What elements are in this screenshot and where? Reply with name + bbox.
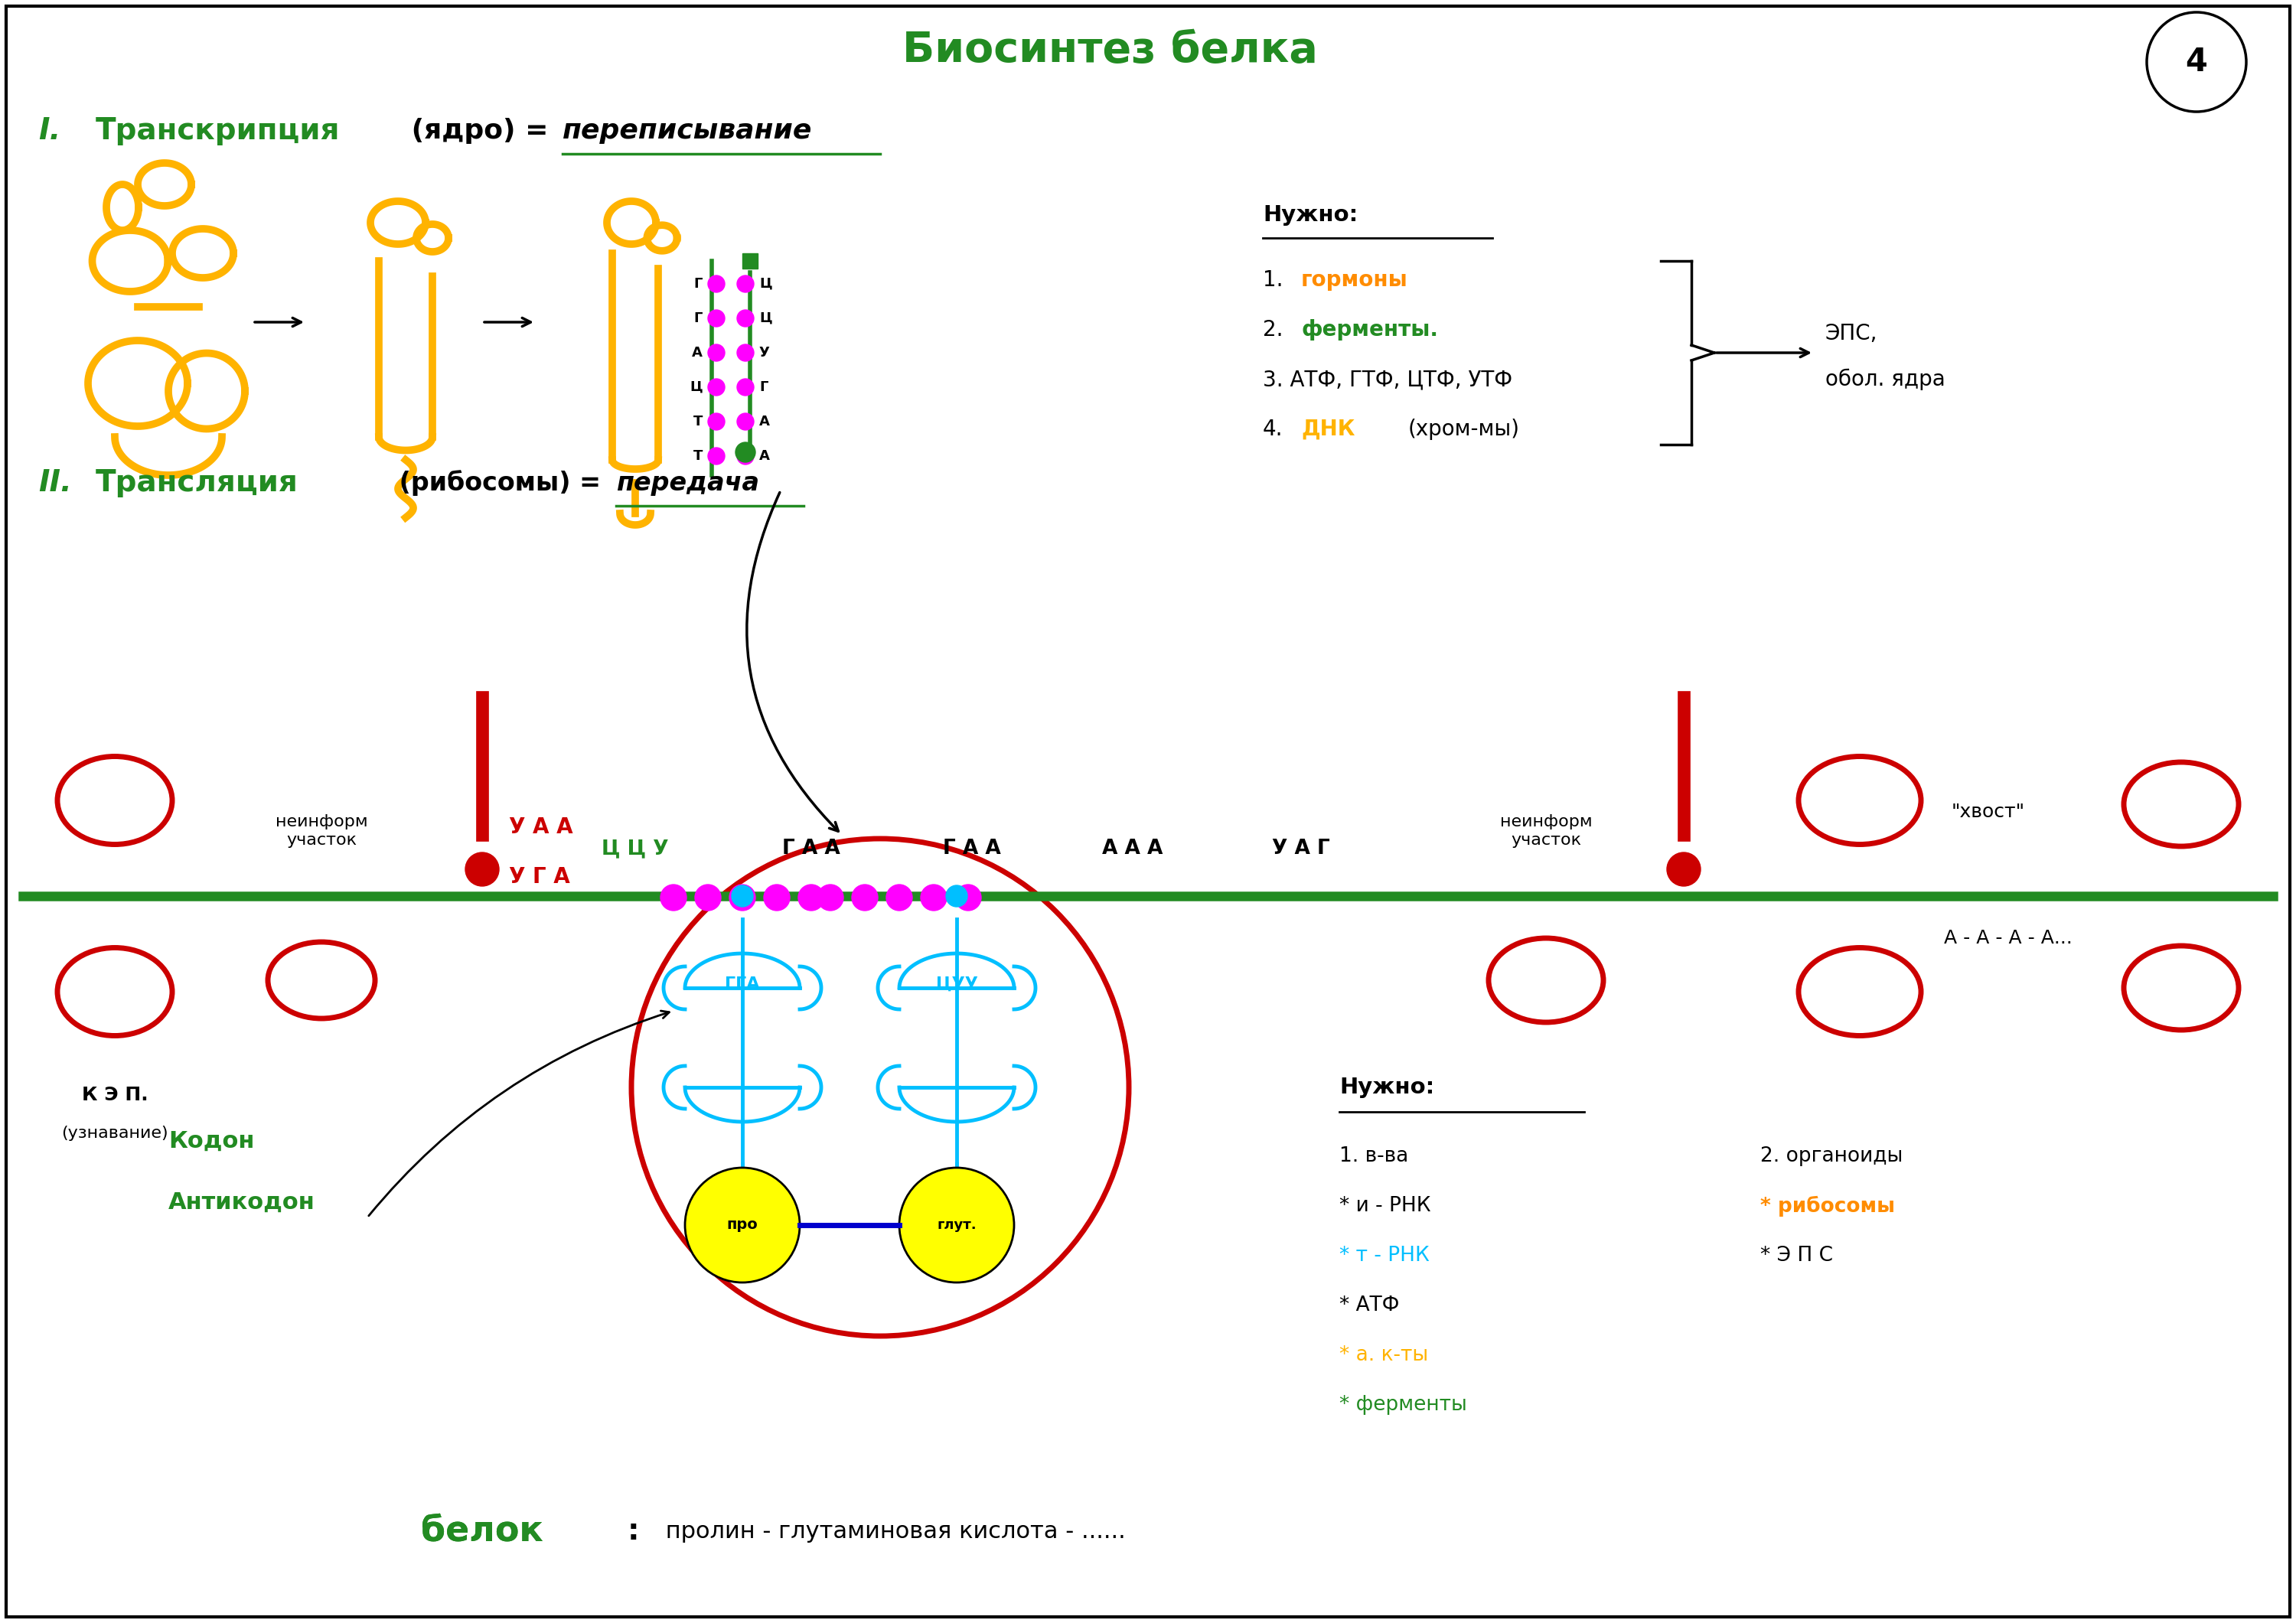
Text: А - А - А - А...: А - А - А - А... bbox=[1945, 928, 2073, 948]
Text: II.: II. bbox=[39, 469, 71, 497]
Text: * ферменты: * ферменты bbox=[1339, 1396, 1467, 1415]
Text: У Г А: У Г А bbox=[510, 867, 569, 888]
Text: (рибосомы) =: (рибосомы) = bbox=[390, 471, 611, 495]
Text: Г: Г bbox=[693, 278, 703, 291]
Circle shape bbox=[466, 852, 498, 886]
Circle shape bbox=[817, 885, 843, 911]
Circle shape bbox=[955, 885, 980, 911]
Circle shape bbox=[765, 885, 790, 911]
Circle shape bbox=[696, 885, 721, 911]
Text: Ц Ц У: Ц Ц У bbox=[602, 839, 668, 859]
Text: А: А bbox=[691, 346, 703, 360]
Text: 4: 4 bbox=[2186, 45, 2206, 78]
Text: 3. АТФ, ГТФ, ЦТФ, УТФ: 3. АТФ, ГТФ, ЦТФ, УТФ bbox=[1263, 368, 1513, 390]
Text: ферменты.: ферменты. bbox=[1302, 320, 1437, 341]
Text: Трансляция: Трансляция bbox=[96, 469, 298, 497]
Text: Г А А: Г А А bbox=[783, 839, 840, 859]
Text: 2.: 2. bbox=[1263, 320, 1283, 341]
Circle shape bbox=[707, 414, 726, 430]
Text: белок: белок bbox=[420, 1514, 544, 1548]
Text: * рибосомы: * рибосомы bbox=[1761, 1196, 1894, 1216]
Circle shape bbox=[730, 885, 755, 911]
Circle shape bbox=[737, 378, 753, 396]
Text: глут.: глут. bbox=[937, 1219, 976, 1232]
Text: (ядро) =: (ядро) = bbox=[402, 118, 558, 144]
Circle shape bbox=[732, 885, 753, 907]
Text: Биосинтез белка: Биосинтез белка bbox=[902, 29, 1318, 71]
Text: Ц: Ц bbox=[760, 312, 771, 325]
Text: переписывание: переписывание bbox=[563, 118, 813, 144]
Circle shape bbox=[735, 443, 755, 463]
Text: ДНК: ДНК bbox=[1302, 419, 1355, 440]
Text: I.: I. bbox=[39, 117, 60, 146]
Text: 2. органоиды: 2. органоиды bbox=[1761, 1146, 1903, 1167]
Text: У А Г: У А Г bbox=[1272, 839, 1329, 859]
Text: У А А: У А А bbox=[510, 816, 574, 837]
Circle shape bbox=[1667, 852, 1701, 886]
Text: Г: Г bbox=[693, 312, 703, 325]
Circle shape bbox=[886, 885, 912, 911]
Text: А А А: А А А bbox=[1102, 839, 1164, 859]
Text: А: А bbox=[760, 415, 769, 428]
Circle shape bbox=[737, 414, 753, 430]
Text: Кодон: Кодон bbox=[168, 1130, 255, 1152]
Text: Ц: Ц bbox=[689, 380, 703, 394]
Text: белок: белок bbox=[420, 1514, 544, 1548]
Circle shape bbox=[900, 1167, 1015, 1282]
Text: ЦУУ: ЦУУ bbox=[937, 977, 978, 992]
Text: * АТФ: * АТФ bbox=[1339, 1295, 1398, 1315]
Text: "хвост": "хвост" bbox=[1952, 803, 2025, 821]
Circle shape bbox=[684, 1167, 799, 1282]
Circle shape bbox=[661, 885, 687, 911]
Text: Т: Т bbox=[693, 450, 703, 463]
Text: Г: Г bbox=[760, 380, 767, 394]
Text: Ц: Ц bbox=[760, 278, 771, 291]
FancyBboxPatch shape bbox=[7, 6, 2289, 1617]
Text: неинформ
участок: неинформ участок bbox=[276, 813, 367, 849]
Text: Нужно:: Нужно: bbox=[1339, 1076, 1435, 1099]
Text: * а. к-ты: * а. к-ты bbox=[1339, 1345, 1428, 1365]
Text: 4.: 4. bbox=[1263, 419, 1283, 440]
Text: ЭПС,: ЭПС, bbox=[1825, 323, 1878, 344]
Text: Т: Т bbox=[693, 415, 703, 428]
FancyBboxPatch shape bbox=[742, 253, 758, 268]
Circle shape bbox=[707, 310, 726, 326]
Circle shape bbox=[737, 448, 753, 464]
Circle shape bbox=[707, 344, 726, 362]
Text: 1.: 1. bbox=[1263, 269, 1283, 291]
Text: :: : bbox=[627, 1516, 641, 1545]
Text: (хром-мы): (хром-мы) bbox=[1407, 419, 1520, 440]
Circle shape bbox=[707, 276, 726, 292]
Text: обол. ядра: обол. ядра bbox=[1825, 368, 1945, 391]
Text: А: А bbox=[760, 450, 769, 463]
Text: Г А А: Г А А bbox=[944, 839, 1001, 859]
Circle shape bbox=[737, 310, 753, 326]
Text: У: У bbox=[760, 346, 769, 360]
Text: Транскрипция: Транскрипция bbox=[96, 117, 340, 146]
Text: ГГА: ГГА bbox=[726, 977, 760, 992]
Text: 1. в-ва: 1. в-ва bbox=[1339, 1146, 1407, 1167]
Circle shape bbox=[946, 885, 967, 907]
Text: * Э П С: * Э П С bbox=[1761, 1246, 1832, 1266]
Circle shape bbox=[737, 344, 753, 362]
Text: * и - РНК: * и - РНК bbox=[1339, 1196, 1430, 1216]
Circle shape bbox=[707, 378, 726, 396]
Text: (узнавание): (узнавание) bbox=[62, 1126, 168, 1141]
Text: про: про bbox=[728, 1217, 758, 1232]
Text: К Э П.: К Э П. bbox=[83, 1086, 147, 1104]
Text: гормоны: гормоны bbox=[1302, 269, 1407, 291]
Text: передача: передача bbox=[615, 471, 760, 495]
Text: * т - РНК: * т - РНК bbox=[1339, 1246, 1430, 1266]
Text: пролин - глутаминовая кислота - ......: пролин - глутаминовая кислота - ...... bbox=[659, 1521, 1125, 1542]
Circle shape bbox=[921, 885, 946, 911]
Text: Антикодон: Антикодон bbox=[168, 1191, 315, 1214]
Circle shape bbox=[852, 885, 877, 911]
Text: Нужно:: Нужно: bbox=[1263, 204, 1357, 226]
Circle shape bbox=[737, 276, 753, 292]
Circle shape bbox=[799, 885, 824, 911]
Circle shape bbox=[707, 448, 726, 464]
Text: неинформ
участок: неинформ участок bbox=[1499, 813, 1591, 849]
